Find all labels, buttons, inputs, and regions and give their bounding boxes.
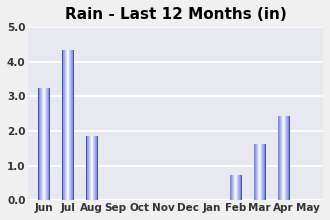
- Bar: [288, 116, 289, 200]
- Bar: [87, 136, 88, 200]
- Bar: [284, 116, 285, 200]
- Bar: [42, 88, 43, 200]
- Bar: [39, 88, 40, 200]
- Bar: [64, 50, 65, 200]
- Bar: [47, 88, 48, 200]
- Bar: [283, 116, 284, 200]
- Bar: [71, 50, 72, 200]
- Bar: [44, 88, 45, 200]
- Bar: [72, 50, 73, 200]
- Bar: [41, 88, 42, 200]
- Bar: [257, 144, 258, 200]
- Bar: [258, 144, 259, 200]
- Bar: [48, 88, 49, 200]
- Bar: [254, 144, 255, 200]
- Bar: [278, 116, 279, 200]
- Bar: [253, 144, 254, 200]
- Bar: [279, 116, 280, 200]
- Bar: [93, 136, 94, 200]
- Bar: [97, 136, 98, 200]
- Bar: [260, 144, 261, 200]
- Bar: [45, 88, 46, 200]
- Bar: [67, 50, 68, 200]
- Bar: [241, 175, 242, 200]
- Bar: [261, 144, 262, 200]
- Title: Rain - Last 12 Months (in): Rain - Last 12 Months (in): [65, 7, 286, 22]
- Bar: [262, 144, 263, 200]
- Bar: [94, 136, 95, 200]
- Bar: [253, 144, 254, 200]
- Bar: [265, 144, 266, 200]
- Bar: [38, 88, 39, 200]
- Bar: [241, 175, 242, 200]
- Bar: [285, 116, 286, 200]
- Bar: [236, 175, 237, 200]
- Bar: [97, 136, 98, 200]
- Bar: [239, 175, 240, 200]
- Bar: [67, 50, 68, 200]
- Bar: [255, 144, 256, 200]
- Bar: [73, 50, 74, 200]
- Bar: [233, 175, 234, 200]
- Bar: [287, 116, 288, 200]
- Bar: [259, 144, 260, 200]
- Bar: [89, 136, 90, 200]
- Bar: [68, 50, 69, 200]
- Bar: [282, 116, 283, 200]
- Bar: [90, 136, 91, 200]
- Bar: [91, 136, 92, 200]
- Bar: [63, 50, 64, 200]
- Bar: [237, 175, 238, 200]
- Bar: [280, 116, 281, 200]
- Bar: [240, 175, 241, 200]
- Bar: [95, 136, 96, 200]
- Bar: [263, 144, 264, 200]
- Bar: [66, 50, 67, 200]
- Bar: [92, 136, 93, 200]
- Bar: [62, 50, 63, 200]
- Bar: [38, 88, 39, 200]
- Bar: [49, 88, 50, 200]
- Bar: [232, 175, 233, 200]
- Bar: [40, 88, 41, 200]
- Bar: [265, 144, 266, 200]
- Bar: [256, 144, 257, 200]
- Bar: [230, 175, 231, 200]
- Bar: [234, 175, 235, 200]
- Bar: [73, 50, 74, 200]
- Bar: [88, 136, 89, 200]
- Bar: [264, 144, 265, 200]
- Bar: [286, 116, 287, 200]
- Bar: [43, 88, 44, 200]
- Bar: [69, 50, 70, 200]
- Bar: [70, 50, 71, 200]
- Bar: [65, 50, 66, 200]
- Bar: [46, 88, 47, 200]
- Bar: [238, 175, 239, 200]
- Bar: [96, 136, 97, 200]
- Bar: [257, 144, 258, 200]
- Bar: [231, 175, 232, 200]
- Bar: [281, 116, 282, 200]
- Bar: [240, 175, 241, 200]
- Bar: [62, 50, 63, 200]
- Bar: [235, 175, 236, 200]
- Bar: [86, 136, 87, 200]
